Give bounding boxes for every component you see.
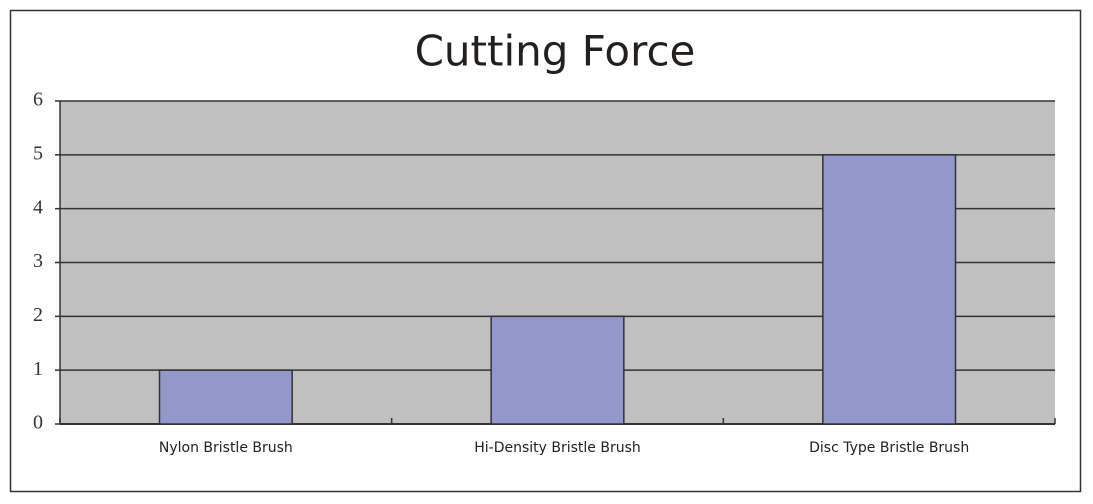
y-tick-label: 1 [33, 358, 43, 380]
y-tick-label: 2 [33, 304, 43, 326]
x-tick-label: Hi-Density Bristle Brush [474, 440, 641, 456]
bar [822, 154, 957, 425]
y-tick-label: 3 [33, 250, 43, 272]
bar [490, 315, 625, 425]
x-tick-label: Disc Type Bristle Brush [809, 440, 969, 456]
x-tick-label: Nylon Bristle Brush [159, 440, 293, 456]
chart-title: Cutting Force [415, 27, 696, 76]
y-tick-label: 5 [33, 142, 43, 164]
y-tick-label: 0 [33, 412, 43, 434]
y-tick-label: 6 [33, 89, 43, 111]
y-tick-label: 4 [33, 196, 43, 218]
bar [158, 369, 293, 425]
